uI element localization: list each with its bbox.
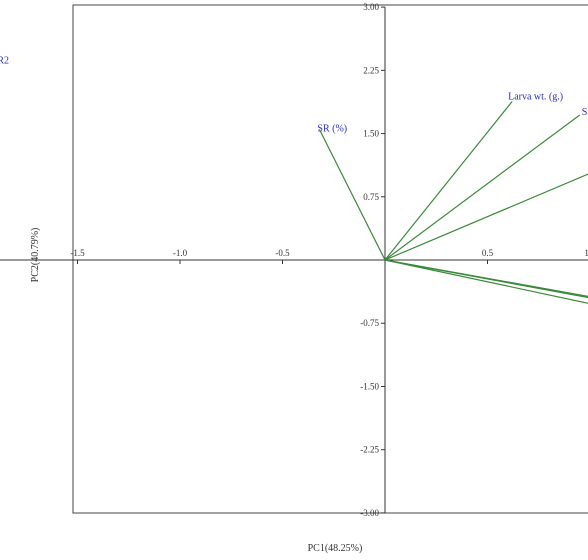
loading-vectors: Larva wt. (g.)SSW (g)SR (%)SCW (g)ERR wt… <box>317 92 588 304</box>
y-tick-label: -3.00 <box>360 508 379 518</box>
score-points: CSR2YS-7DD-2RMGS-2KPG-A <box>0 55 9 66</box>
x-tick-label: -0.5 <box>275 248 290 258</box>
plot-frame <box>72 4 588 514</box>
loading-vector <box>318 129 386 261</box>
loading-vector <box>384 259 588 304</box>
y-tick-label: 0.75 <box>363 192 379 202</box>
vector-label: Larva wt. (g.) <box>508 92 563 103</box>
vector-label: SSW (g) <box>582 107 588 118</box>
y-tick-label: 1.50 <box>363 129 379 139</box>
y-tick-label: 3.00 <box>363 2 379 12</box>
loading-vector <box>384 173 588 261</box>
vector-label: SR (%) <box>317 123 347 134</box>
loading-vector <box>384 259 588 299</box>
loading-vector <box>384 101 513 261</box>
y-tick-label: -0.75 <box>360 318 379 328</box>
x-tick-label: 0.5 <box>482 248 494 258</box>
y-tick-label: 2.25 <box>363 65 379 75</box>
x-tick-label: -1.0 <box>173 248 188 258</box>
x-tick-label: -1.5 <box>70 248 85 258</box>
axes: -3.0-2.5-2.0-1.5-1.0-0.50.51.01.53.002.2… <box>0 2 588 518</box>
x-tick-label: 1.0 <box>584 248 588 258</box>
x-axis-title: PC1(48.25%) <box>308 543 363 554</box>
y-tick-label: -1.50 <box>360 381 379 391</box>
point-label: CSR2 <box>0 55 9 66</box>
y-tick-label: -2.25 <box>360 445 379 455</box>
y-axis-title: PC2(40.79%) <box>30 228 41 283</box>
loading-vector <box>384 114 581 261</box>
